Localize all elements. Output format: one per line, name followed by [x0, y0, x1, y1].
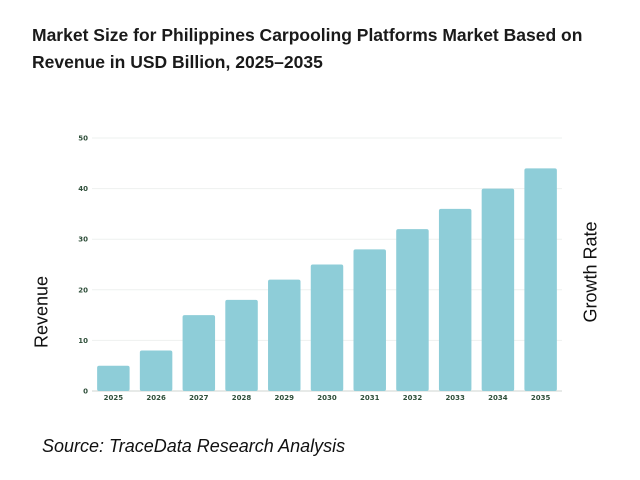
x-axis-ticks: 2025 2026 2027 2028 2029 2030 2031 2032 2033 2034… [104, 394, 551, 402]
bar-2035 [524, 168, 557, 391]
secondary-y-axis-label: Growth Rate [580, 221, 601, 323]
x-tick-label: 2025 [104, 394, 124, 402]
x-tick-label: 2034 [488, 394, 508, 402]
y-tick-label: 50 [78, 135, 88, 143]
y-tick-label: 20 [78, 286, 88, 294]
x-tick-label: 2030 [317, 394, 337, 402]
x-tick-label: 2033 [445, 394, 465, 402]
x-tick-label: 2031 [360, 394, 380, 402]
bar-2034 [481, 188, 515, 391]
x-tick-label: 2028 [232, 394, 252, 402]
bar-2026 [139, 350, 173, 391]
chart-title: Market Size for Philippines Carpooling P… [32, 25, 583, 72]
x-tick-label: 2032 [403, 394, 423, 402]
bars [97, 168, 557, 391]
x-tick-label: 2035 [531, 394, 551, 402]
bar-2029 [268, 279, 301, 391]
bar-2033 [438, 208, 472, 391]
x-tick-label: 2029 [275, 394, 295, 402]
bar-2030 [310, 264, 344, 391]
bar-2028 [225, 299, 258, 391]
y-tick-label: 40 [78, 185, 88, 193]
bar-2031 [353, 249, 386, 391]
source-note: Source: TraceData Research Analysis [42, 436, 346, 456]
bar-2032 [396, 229, 429, 391]
y-axis-ticks: 0 10 20 30 40 50 [78, 135, 88, 396]
bar-2027 [182, 315, 216, 391]
y-tick-label: 0 [83, 388, 88, 396]
x-tick-label: 2026 [146, 394, 166, 402]
y-tick-label: 30 [78, 236, 88, 244]
bar-2025 [97, 365, 130, 391]
x-tick-label: 2027 [189, 394, 209, 402]
y-tick-label: 10 [78, 337, 88, 345]
y-axis-label: Revenue [31, 275, 52, 349]
